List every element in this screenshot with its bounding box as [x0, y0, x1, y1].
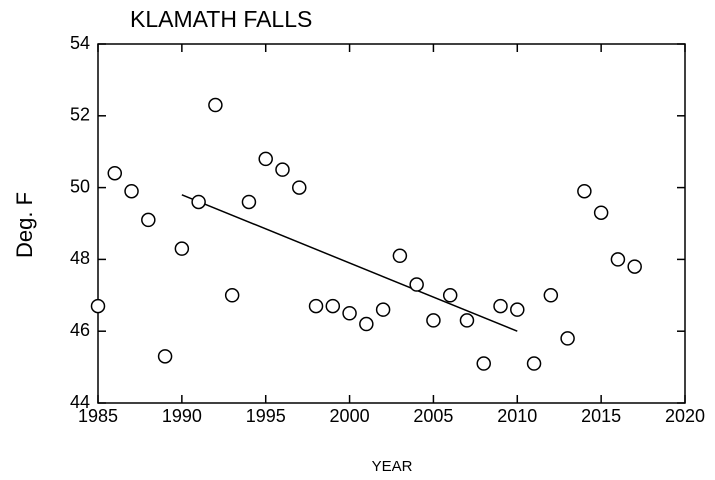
- x-tick-label: 1990: [162, 406, 202, 426]
- y-tick-label: 46: [70, 320, 90, 340]
- point: [241, 194, 257, 210]
- point: [593, 205, 609, 220]
- point: [493, 298, 508, 314]
- point: [375, 302, 391, 317]
- x-tick-label: 2020: [665, 406, 705, 426]
- trend-line: [181, 194, 518, 332]
- point: [124, 183, 139, 199]
- point: [560, 331, 575, 346]
- y-tick-label: 44: [70, 392, 90, 412]
- x-tick-label: 2005: [413, 406, 453, 426]
- point: [577, 183, 592, 199]
- x-tick-label: 1985: [78, 406, 118, 426]
- point: [308, 298, 324, 314]
- y-tick-label: 54: [70, 33, 90, 53]
- point: [409, 277, 424, 292]
- point: [359, 316, 374, 332]
- point: [292, 180, 307, 195]
- x-tick-label: 2000: [330, 406, 370, 426]
- point: [275, 162, 290, 177]
- point: [90, 298, 106, 314]
- point: [627, 259, 642, 274]
- y-tick-label: 50: [70, 176, 90, 196]
- y-axis-label: Deg. F: [12, 192, 37, 258]
- point: [526, 356, 542, 371]
- point: [476, 356, 491, 371]
- point: [543, 288, 559, 303]
- y-tick-label: 48: [70, 248, 90, 268]
- point: [426, 313, 441, 328]
- point: [325, 298, 341, 314]
- x-tick-label: 2015: [581, 406, 621, 426]
- point: [392, 248, 408, 264]
- point: [610, 252, 626, 267]
- point: [157, 349, 173, 364]
- point: [191, 194, 206, 210]
- x-axis-label: YEAR: [372, 458, 413, 475]
- point: [224, 288, 240, 303]
- point: [258, 151, 273, 167]
- chart-title: KLAMATH FALLS: [130, 6, 312, 32]
- x-tick-label: 1995: [246, 406, 286, 426]
- point: [208, 97, 223, 113]
- point: [141, 212, 156, 228]
- point: [342, 306, 357, 321]
- point: [510, 302, 525, 317]
- point: [107, 165, 123, 181]
- y-tick-label: 52: [70, 105, 90, 125]
- x-tick-label: 2010: [497, 406, 537, 426]
- point: [459, 313, 475, 328]
- point: [174, 241, 190, 256]
- plot-frame: [97, 43, 686, 404]
- point: [442, 288, 458, 303]
